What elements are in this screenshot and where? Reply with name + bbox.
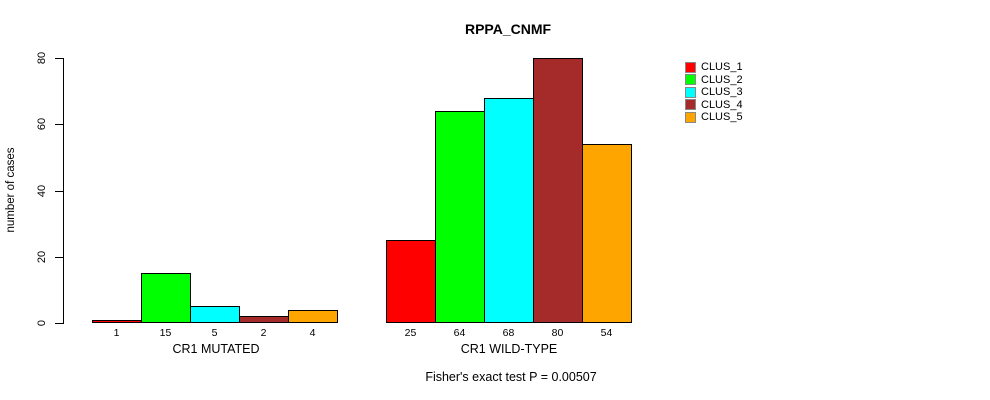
y-tick-80 [55,58,63,59]
y-tick-40 [55,191,63,192]
x-axis-group-label-wildtype: CR1 WILD-TYPE [460,342,558,356]
legend-swatch-CLUS_2 [685,74,696,86]
legend-item-CLUS_1: CLUS_1 [685,61,743,74]
legend-swatch-CLUS_4 [685,99,696,111]
y-tick-label-20: 20 [36,250,48,264]
bar-value-label-CLUS_3-group2: 68 [502,327,515,339]
legend-label-CLUS_3: CLUS_3 [701,86,743,99]
y-tick-20 [55,257,63,258]
y-axis-line [63,58,64,324]
bar-value-label-CLUS_5-group2: 54 [600,327,613,339]
bar-value-label-CLUS_2-group1: 15 [159,327,172,339]
legend-item-CLUS_2: CLUS_2 [685,74,743,87]
bar-CLUS_3-cr1-wild-type [484,98,534,323]
x-axis-group-label-mutated: CR1 MUTATED [172,342,260,356]
legend-label-CLUS_1: CLUS_1 [701,61,743,74]
bar-CLUS_3-cr1-mutated [190,306,240,323]
legend-label-CLUS_4: CLUS_4 [701,98,743,111]
bar-CLUS_4-cr1-wild-type [533,58,583,323]
bar-CLUS_5-cr1-mutated [288,310,338,323]
legend-item-CLUS_3: CLUS_3 [685,86,743,99]
bar-value-label-CLUS_4-group2: 80 [551,327,564,339]
bar-value-label-CLUS_2-group2: 64 [453,327,466,339]
bar-CLUS_1-cr1-wild-type [386,240,436,323]
legend-item-CLUS_5: CLUS_5 [685,111,743,124]
bar-CLUS_2-cr1-wild-type [435,111,485,323]
bar-value-label-CLUS_5-group1: 4 [309,327,316,339]
bar-value-label-CLUS_4-group1: 2 [260,327,267,339]
legend-swatch-CLUS_1 [685,61,696,73]
legend-swatch-CLUS_5 [685,111,696,123]
bar-value-label-CLUS_1-group2: 25 [404,327,417,339]
fisher-test-footnote: Fisher's exact test P = 0.00507 [425,370,597,384]
legend-swatch-CLUS_3 [685,86,696,98]
y-tick-60 [55,124,63,125]
y-tick-label-40: 40 [36,184,48,198]
y-tick-label-0: 0 [36,319,48,327]
legend-item-CLUS_4: CLUS_4 [685,99,743,112]
y-axis-title: number of cases [5,147,17,233]
y-tick-0 [55,323,63,324]
legend-label-CLUS_2: CLUS_2 [701,73,743,86]
bar-value-label-CLUS_3-group1: 5 [211,327,218,339]
bar-value-label-CLUS_1-group1: 1 [113,327,120,339]
y-tick-label-60: 60 [36,117,48,131]
bar-CLUS_2-cr1-mutated [141,273,191,323]
legend: CLUS_1 CLUS_2 CLUS_3 CLUS_4 CLUS_5 [685,61,743,124]
y-tick-label-80: 80 [36,51,48,65]
bar-CLUS_5-cr1-wild-type [582,144,632,323]
chart-title: RPPA_CNMF [464,21,552,37]
legend-label-CLUS_5: CLUS_5 [701,111,743,124]
bar-CLUS_4-cr1-mutated [239,316,289,323]
bar-CLUS_1-cr1-mutated [92,320,142,323]
